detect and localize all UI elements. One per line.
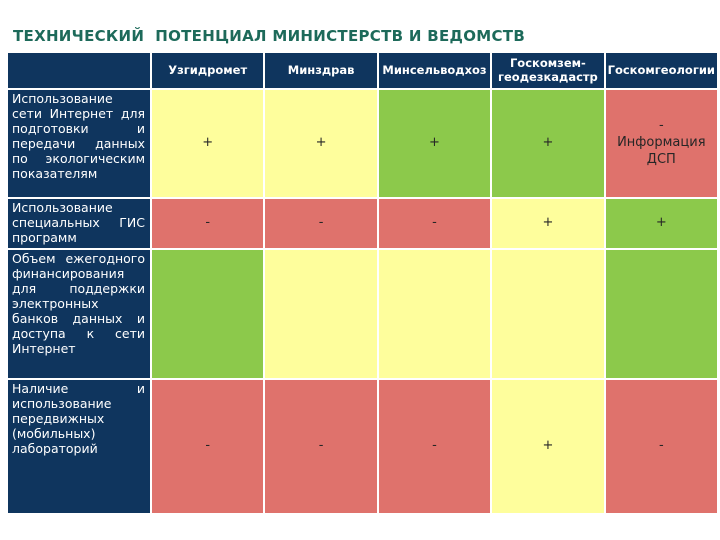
matrix-cell xyxy=(265,250,377,378)
column-header: Узгидромет xyxy=(152,53,264,88)
matrix-cell: - xyxy=(605,380,717,513)
matrix-cell: - xyxy=(378,380,491,513)
matrix-cell: + xyxy=(492,380,604,513)
matrix-cell: + xyxy=(265,90,377,197)
matrix-cell: + xyxy=(605,199,717,248)
matrix-cell xyxy=(152,250,264,378)
matrix-cell: + xyxy=(152,90,264,197)
matrix-cell: + xyxy=(492,199,604,248)
matrix-cell xyxy=(378,250,491,378)
matrix-cell: - Информация ДСП xyxy=(605,90,717,197)
row-label: Использование специальных ГИС программ xyxy=(8,199,150,248)
column-header: Минздрав xyxy=(265,53,377,88)
matrix-cell: - xyxy=(152,380,264,513)
matrix-cell xyxy=(605,250,717,378)
matrix-cell: - xyxy=(265,380,377,513)
column-header: Госкомгеологии xyxy=(605,53,717,88)
matrix-cell: - xyxy=(152,199,264,248)
matrix-cell: + xyxy=(492,90,604,197)
row-label: Наличие и использование передвижных (моб… xyxy=(8,380,150,513)
table-corner-cell xyxy=(8,53,150,88)
column-header: Минсельводхоз xyxy=(378,53,491,88)
matrix-cell: - xyxy=(378,199,491,248)
matrix-cell: + xyxy=(378,90,491,197)
ministry-potential-matrix: Узгидромет Минздрав Минсельводхоз Госкомзем… xyxy=(8,53,717,513)
row-label: Объем ежегодного финансирования для подд… xyxy=(8,250,150,378)
column-header: Госкомзем-геодезкадастр xyxy=(492,53,604,88)
matrix-cell: - xyxy=(265,199,377,248)
matrix-cell xyxy=(492,250,604,378)
row-label: Использование сети Интернет для подготов… xyxy=(8,90,150,197)
slide-title: ТЕХНИЧЕСКИЙ ПОТЕНЦИАЛ МИНИСТЕРСТВ И ВЕДО… xyxy=(13,27,526,45)
